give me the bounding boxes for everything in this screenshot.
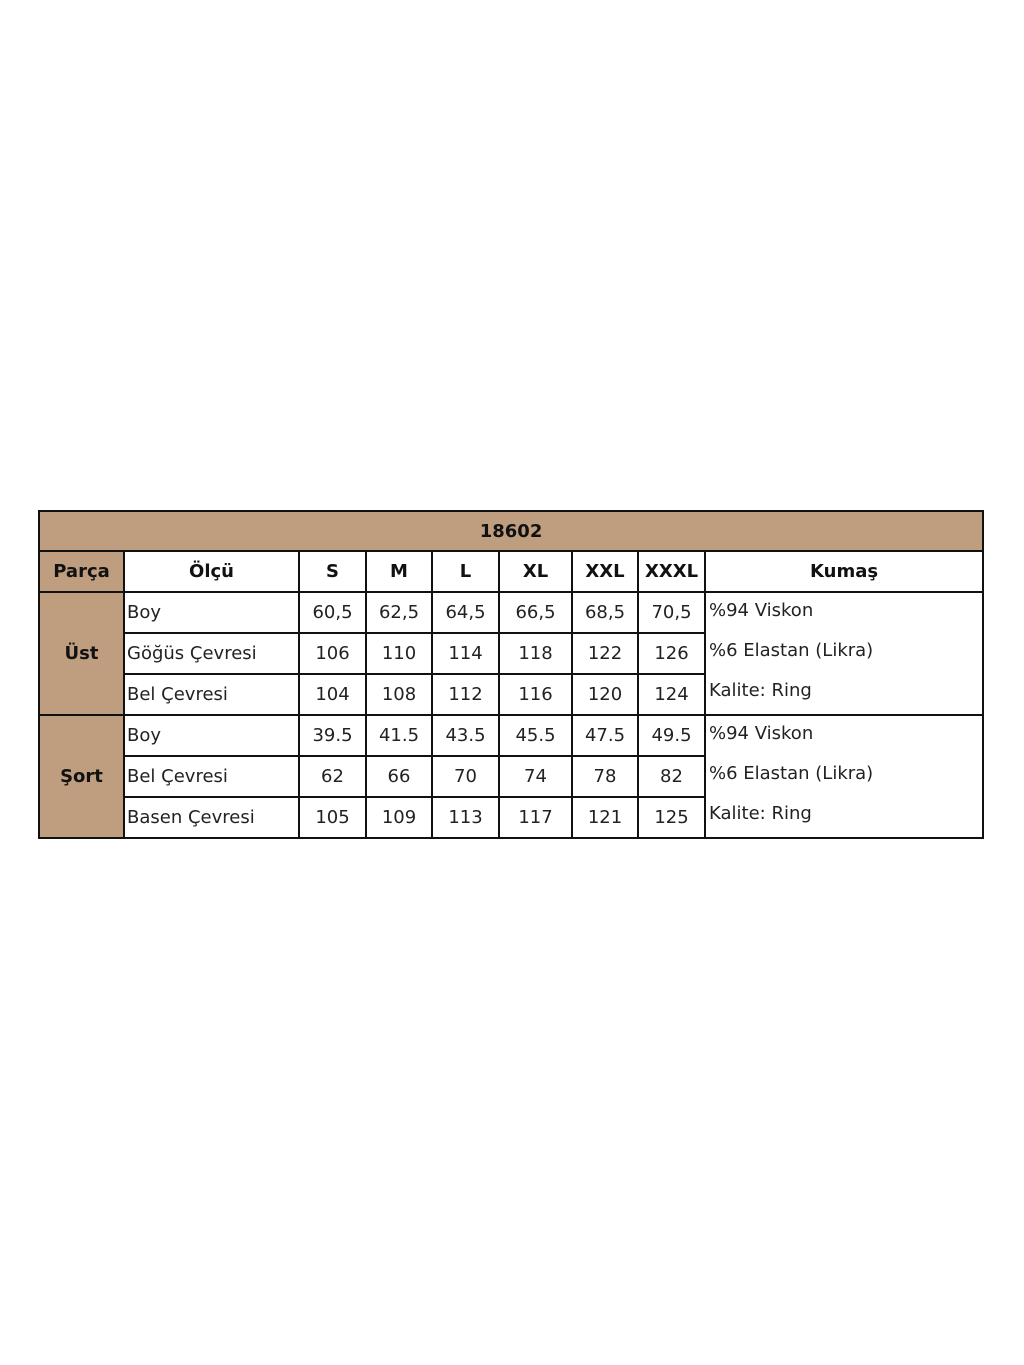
table-row: Göğüs Çevresi 106 110 114 118 122 126: [39, 632, 983, 675]
measurement-label: Boy: [123, 591, 300, 634]
size-value: 62: [298, 755, 367, 798]
size-value: 106: [298, 632, 367, 675]
size-value: 41.5: [365, 714, 433, 757]
size-value: 121: [571, 796, 639, 839]
size-value: 66,5: [498, 591, 573, 634]
measurement-label: Göğüs Çevresi: [123, 632, 300, 675]
measurement-label: Bel Çevresi: [123, 755, 300, 798]
size-value: 124: [637, 673, 706, 716]
size-value: 39.5: [298, 714, 367, 757]
table-row: Basen Çevresi 105 109 113 117 121 125: [39, 796, 983, 839]
size-value: 43.5: [431, 714, 500, 757]
fabric-line: Kalite: Ring: [709, 680, 812, 701]
part-label: Üst: [38, 591, 125, 716]
fabric-info: %94 Viskon %6 Elastan (Likra) Kalite: Ring: [703, 591, 985, 716]
size-value: 64,5: [431, 591, 500, 634]
column-header: Parça: [38, 550, 125, 593]
size-value: 112: [431, 673, 500, 716]
size-value: 78: [571, 755, 639, 798]
column-header: Ölçü: [123, 550, 300, 593]
size-value: 122: [571, 632, 639, 675]
fabric-line: %6 Elastan (Likra): [709, 763, 874, 784]
fabric-line: Kalite: Ring: [709, 803, 812, 824]
size-value: 118: [498, 632, 573, 675]
size-value: 120: [571, 673, 639, 716]
column-header: XXL: [571, 550, 639, 593]
size-value: 109: [365, 796, 433, 839]
table-row: Üst Boy 60,5 62,5 64,5 66,5 68,5 70,5 %94 Viskon…: [38, 591, 985, 716]
measurement-label: Basen Çevresi: [123, 796, 300, 839]
size-value: 108: [365, 673, 433, 716]
size-value: 110: [365, 632, 433, 675]
size-value: 70: [431, 755, 500, 798]
fabric-line: %6 Elastan (Likra): [709, 640, 874, 661]
size-value: 105: [298, 796, 367, 839]
product-code-title: 18602: [37, 510, 985, 552]
size-value: 62,5: [365, 591, 433, 634]
column-header: XXXL: [637, 550, 706, 593]
size-value: 104: [298, 673, 367, 716]
table-row: Bel Çevresi 62 66 70 74 78 82: [39, 755, 983, 798]
size-value: 74: [498, 755, 573, 798]
size-value: 114: [431, 632, 500, 675]
size-value: 66: [365, 755, 433, 798]
column-header: XL: [498, 550, 573, 593]
size-value: 126: [637, 632, 706, 675]
size-value: 60,5: [298, 591, 367, 634]
fabric-info: %94 Viskon %6 Elastan (Likra) Kalite: Ring: [703, 714, 985, 839]
size-value: 116: [498, 673, 573, 716]
size-value: 47.5: [571, 714, 639, 757]
header-row: Parça Ölçü S M L XL XXL XXXL Kumaş: [38, 550, 985, 593]
size-chart-table: 18602 Parça Ölçü S M L XL XXL XXXL Kumaş Üst Boy 6…: [37, 510, 985, 839]
column-header: Kumaş: [703, 550, 985, 593]
table-row: Bel Çevresi 104 108 112 116 120 124: [39, 673, 983, 716]
size-value: 70,5: [637, 591, 706, 634]
size-value: 45.5: [498, 714, 573, 757]
size-value: 117: [498, 796, 573, 839]
size-value: 113: [431, 796, 500, 839]
size-value: 49.5: [637, 714, 706, 757]
fabric-line: %94 Viskon: [709, 723, 814, 744]
fabric-line: %94 Viskon: [709, 600, 814, 621]
part-label: Şort: [38, 714, 125, 839]
measurement-label: Bel Çevresi: [123, 673, 300, 716]
column-header: S: [298, 550, 367, 593]
measurement-label: Boy: [123, 714, 300, 757]
size-value: 82: [637, 755, 706, 798]
column-header: M: [365, 550, 433, 593]
column-header: L: [431, 550, 500, 593]
size-value: 68,5: [571, 591, 639, 634]
table-row: Şort Boy 39.5 41.5 43.5 45.5 47.5 49.5 %94 Visko…: [38, 714, 985, 839]
size-value: 125: [637, 796, 706, 839]
